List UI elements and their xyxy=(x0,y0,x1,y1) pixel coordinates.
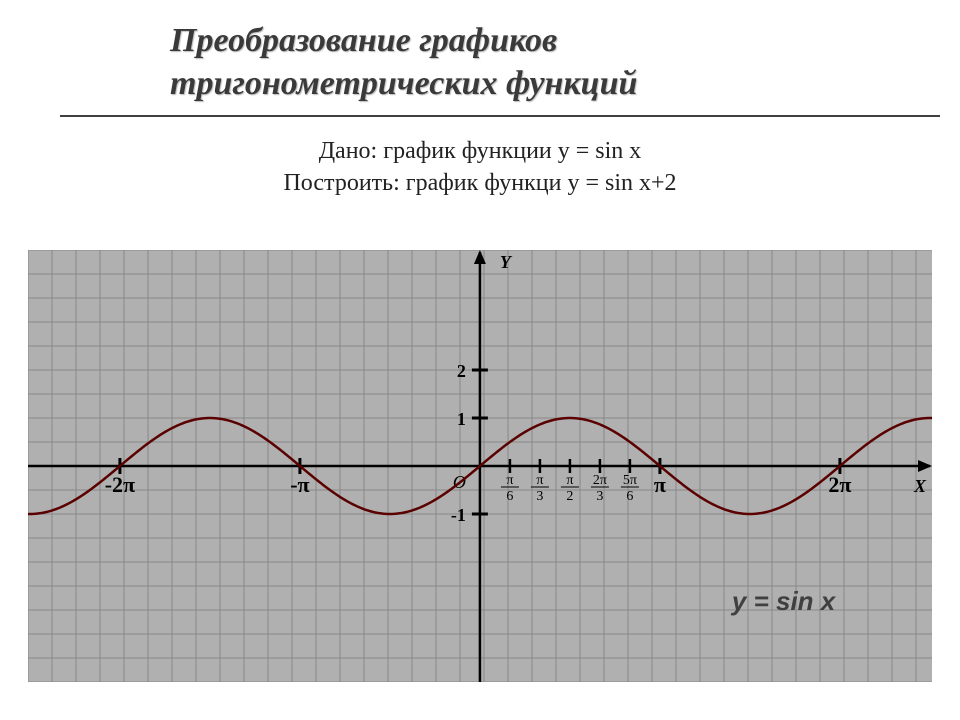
subtitle-block: Дано: график функции y = sin x Построить… xyxy=(0,135,960,200)
svg-text:-π: -π xyxy=(290,472,309,497)
given-text: Дано: график функции y = sin x xyxy=(0,135,960,167)
svg-text:3: 3 xyxy=(536,489,543,504)
svg-text:6: 6 xyxy=(626,489,633,504)
title-underline xyxy=(60,115,940,117)
svg-text:π: π xyxy=(654,472,666,497)
build-text: Построить: график функци y = sin x+2 xyxy=(0,167,960,199)
title-line-1: Преобразование графиков xyxy=(170,20,960,63)
svg-text:X: X xyxy=(913,476,927,496)
svg-text:3: 3 xyxy=(596,489,603,504)
title-block: Преобразование графиков тригонометрическ… xyxy=(0,0,960,105)
svg-text:y = sin x: y = sin x xyxy=(730,586,837,616)
title-line-2: тригонометрических функций xyxy=(170,63,960,106)
svg-text:π: π xyxy=(506,473,513,488)
svg-text:π: π xyxy=(536,473,543,488)
svg-text:5π: 5π xyxy=(623,473,637,488)
svg-text:1: 1 xyxy=(457,409,466,429)
svg-text:π: π xyxy=(566,473,573,488)
slide: Преобразование графиков тригонометрическ… xyxy=(0,0,960,720)
svg-text:6: 6 xyxy=(506,489,513,504)
svg-text:2: 2 xyxy=(566,489,573,504)
chart-svg: 21-1-2π-ππ2ππ6π3π22π35π6OYXy = sin x xyxy=(28,250,932,682)
sine-chart: 21-1-2π-ππ2ππ6π3π22π35π6OYXy = sin x xyxy=(28,250,932,682)
svg-text:2π: 2π xyxy=(593,473,607,488)
svg-text:-1: -1 xyxy=(451,505,466,525)
svg-text:2π: 2π xyxy=(828,472,851,497)
svg-text:2: 2 xyxy=(457,361,466,381)
